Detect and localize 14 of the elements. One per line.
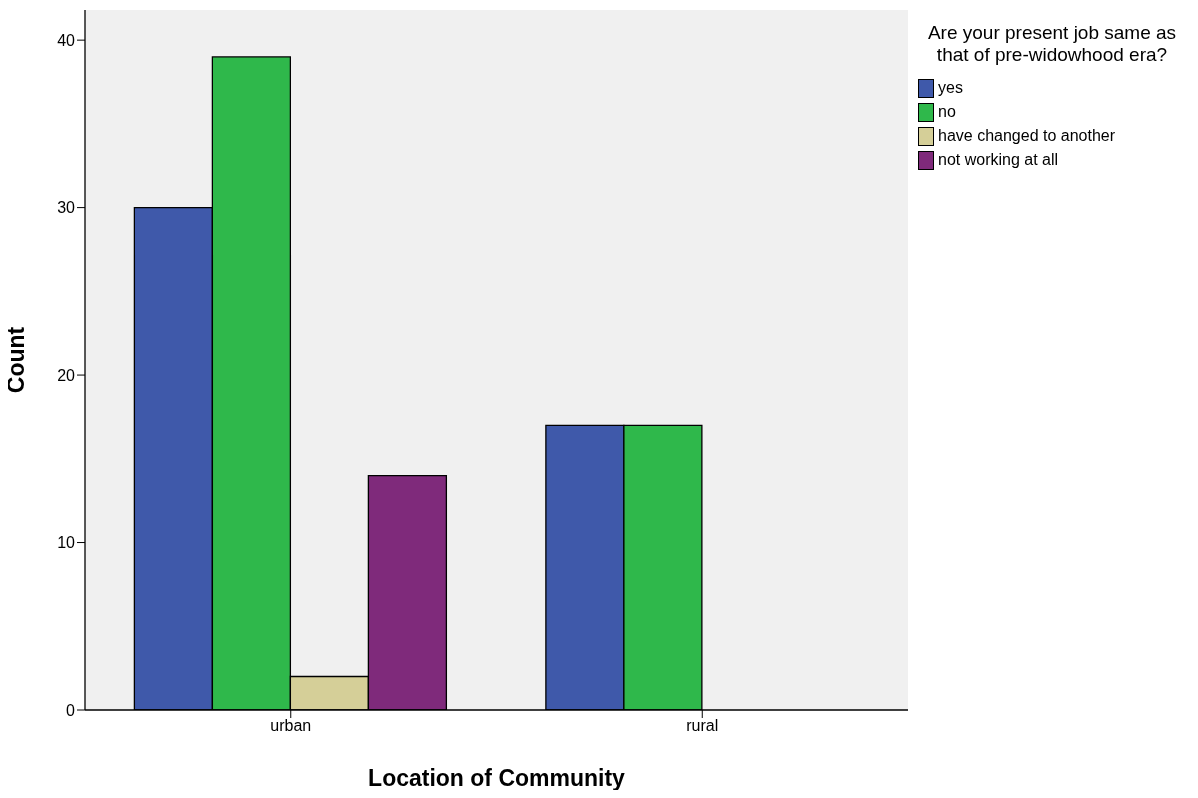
legend-label: have changed to another (938, 127, 1116, 145)
legend-label: yes (938, 79, 963, 97)
y-tick-label: 0 (66, 701, 76, 719)
x-tick-label: urban (270, 717, 312, 735)
legend-title: Are your present job same as that of pre-widowhood era? (926, 22, 1178, 66)
y-axis-title: Count (3, 326, 30, 394)
y-tick-label: 20 (57, 366, 76, 384)
x-axis-title: Location of Community (368, 765, 626, 791)
y-tick-label: 10 (57, 534, 76, 552)
legend-label: not working at all (938, 151, 1059, 169)
legend-label: no (938, 103, 956, 121)
x-tick-label: rural (686, 717, 719, 735)
y-tick-label: 30 (57, 199, 76, 217)
y-tick-label: 40 (57, 31, 76, 49)
